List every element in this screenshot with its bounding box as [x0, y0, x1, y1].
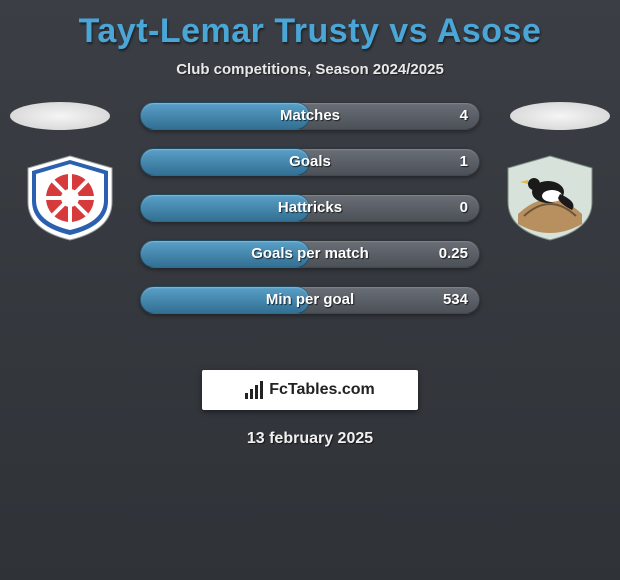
stat-bar-fill [140, 148, 310, 176]
stat-row: Goals per match0.25 [140, 240, 480, 268]
stat-row: Goals1 [140, 148, 480, 176]
player-shadow-left [10, 102, 110, 130]
brand-box: FcTables.com [202, 370, 418, 410]
comparison-stage: Matches4 Goals1 Hattricks0 Goals per match0… [0, 102, 620, 362]
stat-row: Min per goal534 [140, 286, 480, 314]
club-badge-right [500, 154, 600, 242]
stat-bar-fill [140, 286, 310, 314]
stat-bar-fill [140, 102, 310, 130]
stat-bar-fill [140, 194, 310, 222]
stat-row: Hattricks0 [140, 194, 480, 222]
player-shadow-right [510, 102, 610, 130]
page-title: Tayt-Lemar Trusty vs Asose [0, 0, 620, 51]
stat-bar-fill [140, 240, 310, 268]
club-badge-left [20, 154, 120, 242]
hartlepool-crest-icon [20, 154, 120, 242]
date-text: 13 february 2025 [0, 430, 620, 448]
bar-chart-icon [245, 381, 263, 399]
stat-row: Matches4 [140, 102, 480, 130]
page-subtitle: Club competitions, Season 2024/2025 [0, 61, 620, 78]
stat-bars: Matches4 Goals1 Hattricks0 Goals per match0… [140, 102, 480, 332]
brand-text: FcTables.com [269, 381, 375, 399]
magpies-crest-icon [500, 154, 600, 242]
